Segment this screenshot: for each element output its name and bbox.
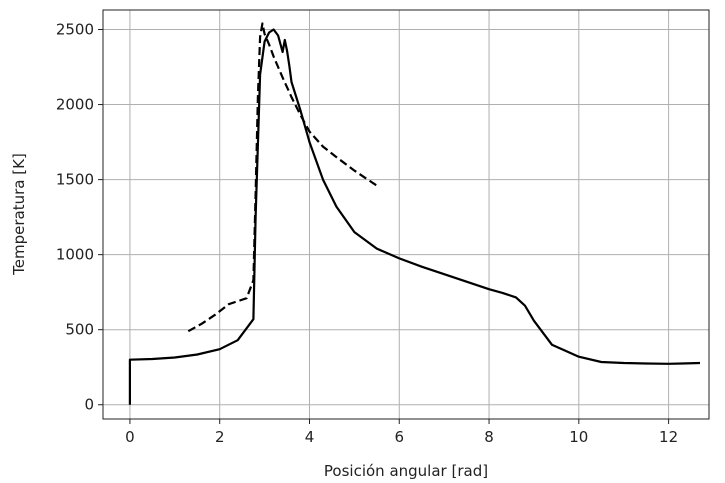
ticks: 0 2 4 6 8 10 12 0 500 1000 1500 2000 2500 (56, 21, 678, 446)
plot-frame (102, 9, 710, 420)
y-axis-label: Temperatura [K] (10, 153, 28, 276)
y-tick-label: 1500 (56, 171, 94, 189)
series-line-dashed (187, 22, 380, 333)
x-tick-label: 6 (394, 428, 404, 446)
x-tick-label: 4 (305, 428, 315, 446)
x-axis-label: Posición angular [rad] (324, 462, 488, 480)
x-tick-label: 0 (125, 428, 135, 446)
series-line-solid (128, 28, 701, 405)
series-group (128, 22, 701, 405)
x-tick-label: 8 (484, 428, 494, 446)
grid (103, 10, 709, 419)
y-tick-label: 1000 (56, 246, 94, 264)
y-tick-label: 2000 (56, 96, 94, 114)
y-tick-label: 500 (65, 321, 94, 339)
x-tick-label: 2 (215, 428, 225, 446)
x-tick-label: 12 (659, 428, 678, 446)
y-tick-label: 2500 (56, 21, 94, 39)
y-tick-label: 0 (84, 396, 94, 414)
x-tick-label: 10 (569, 428, 588, 446)
